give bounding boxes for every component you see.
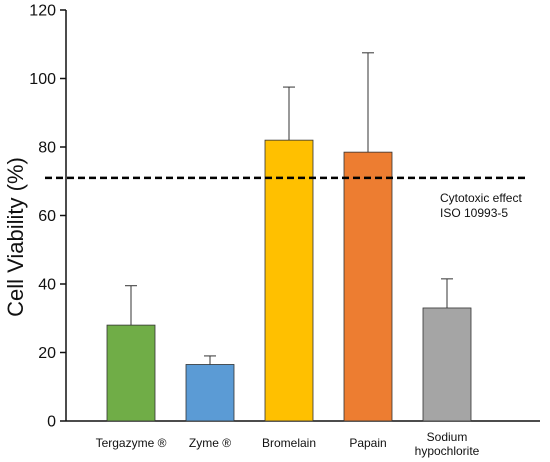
threshold-label-line: Cytotoxic effect <box>440 191 522 205</box>
category-label-line: Papain <box>349 436 386 450</box>
x-category-label: Tergazyme ® <box>96 436 167 450</box>
category-label-line: Bromelain <box>262 436 316 450</box>
x-category-label: Zyme ® <box>189 436 231 450</box>
bar <box>106 324 156 422</box>
y-tick-label: 60 <box>38 208 56 225</box>
threshold-label-line: ISO 10993-5 <box>440 206 508 220</box>
category-label-line: Tergazyme ® <box>96 436 167 450</box>
y-tick-label: 0 <box>47 414 56 431</box>
bar <box>264 139 314 422</box>
y-tick-label: 80 <box>38 140 56 157</box>
category-label-line: Sodium <box>427 430 468 444</box>
bar <box>422 307 472 422</box>
category-label-line: hypochlorite <box>415 444 480 458</box>
y-tick-label: 40 <box>38 277 56 294</box>
x-category-label: Bromelain <box>262 436 316 450</box>
x-category-label: Papain <box>349 436 386 450</box>
category-labels: Tergazyme ® Zyme ® Bromelain Papain Sodium hy… <box>96 430 480 458</box>
y-tick-label: 120 <box>29 3 56 20</box>
threshold-label: Cytotoxic effect ISO 10993-5 <box>440 191 522 220</box>
category-label-line: Zyme ® <box>189 436 231 450</box>
y-axis-label: Cell Viability (%) <box>3 157 28 317</box>
y-tick-label: 20 <box>38 345 56 362</box>
threshold-line-group: Cytotoxic effect ISO 10993-5 <box>45 176 525 220</box>
x-category-label: Sodium hypochlorite <box>415 430 480 458</box>
y-tick-label: 100 <box>29 71 56 88</box>
error-bars <box>125 52 453 365</box>
bar <box>185 364 235 422</box>
bars <box>106 139 472 422</box>
bar <box>343 151 393 422</box>
